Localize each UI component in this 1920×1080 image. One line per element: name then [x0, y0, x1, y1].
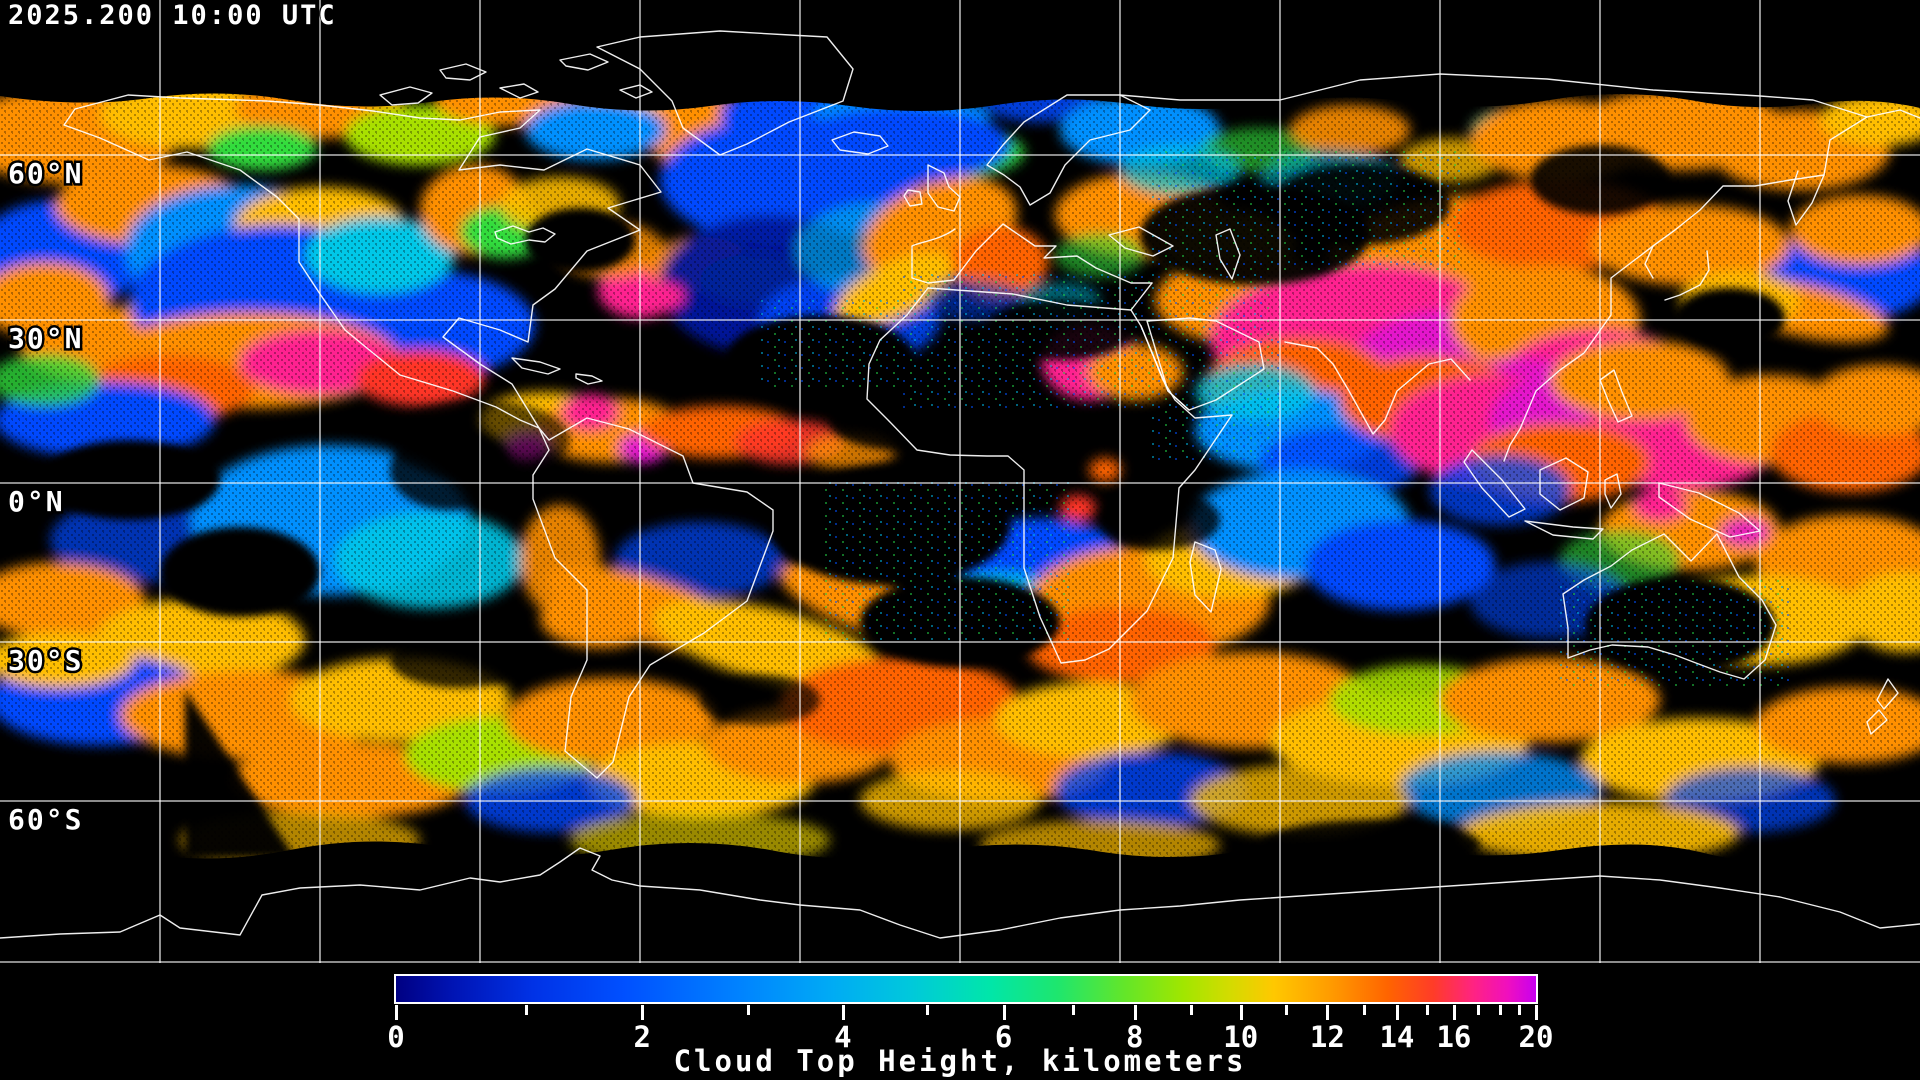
colorbar-tick-label-2: 2: [633, 1020, 651, 1054]
colorbar-tick-3: [747, 1005, 751, 1015]
latitude-label-0°N: 0°N: [8, 485, 65, 518]
colorbar-tick-label-0: 0: [387, 1020, 405, 1054]
colorbar-tick-label-16: 16: [1436, 1020, 1472, 1054]
colorbar-tick-11: [1285, 1005, 1289, 1015]
colorbar-tick-7: [1072, 1005, 1076, 1015]
colorbar-title: Cloud Top Height, kilometers: [673, 1044, 1247, 1078]
colorbar-tick-14: [1395, 1005, 1399, 1020]
colorbar-tick-4: [841, 1005, 845, 1020]
colorbar-tick-9: [1189, 1005, 1193, 1015]
colorbar-tick-8: [1133, 1005, 1137, 1020]
colorbar-tick-12: [1326, 1005, 1330, 1020]
colorbar-tick-6: [1002, 1005, 1006, 1020]
colorbar-tick-label-14: 14: [1379, 1020, 1415, 1054]
colorbar-tick-5: [926, 1005, 930, 1015]
colorbar-tick-18: [1498, 1005, 1502, 1015]
colorbar-tick-17: [1476, 1005, 1480, 1015]
latitude-label-60°S: 60°S: [8, 803, 83, 836]
colorbar-tick-label-20: 20: [1518, 1020, 1554, 1054]
colorbar-tick-20: [1535, 1005, 1538, 1020]
colorbar-tick-label-8: 8: [1125, 1020, 1144, 1054]
colorbar-tick-0: [395, 1005, 398, 1020]
colorbar-tick-label-4: 4: [834, 1020, 852, 1054]
colorbar-tick-16: [1452, 1005, 1456, 1020]
colorbar-tick-label-10: 10: [1223, 1020, 1259, 1054]
colorbar-tick-label-12: 12: [1309, 1020, 1345, 1054]
latitude-label-60°N: 60°N: [8, 157, 83, 190]
latitude-label-30°N: 30°N: [8, 322, 83, 355]
world-cloud-map: 60°N 30°N 0°N 30°S 60°S: [0, 0, 1920, 963]
timestamp-label: 2025.200 10:00 UTC: [8, 0, 337, 31]
latitude-labels-layer: 60°N 30°N 0°N 30°S 60°S: [6, 155, 84, 839]
graticule-layer: [0, 0, 1920, 963]
colorbar-tick-19: [1517, 1005, 1521, 1015]
colorbar: 0 2 4 6 8 10 12 14 16 20: [387, 974, 1553, 1080]
colorbar-tick-1: [524, 1005, 528, 1015]
colorbar-gradient: [394, 974, 1538, 1004]
coastlines: [0, 30, 1920, 939]
latitude-label-30°S: 30°S: [8, 644, 83, 677]
colorbar-tick-10: [1239, 1005, 1243, 1020]
colorbar-tick-13: [1362, 1005, 1366, 1015]
colorbar-tick-label-6: 6: [994, 1020, 1013, 1054]
colorbar-tick-2: [641, 1005, 645, 1020]
colorbar-tick-15: [1425, 1005, 1429, 1015]
